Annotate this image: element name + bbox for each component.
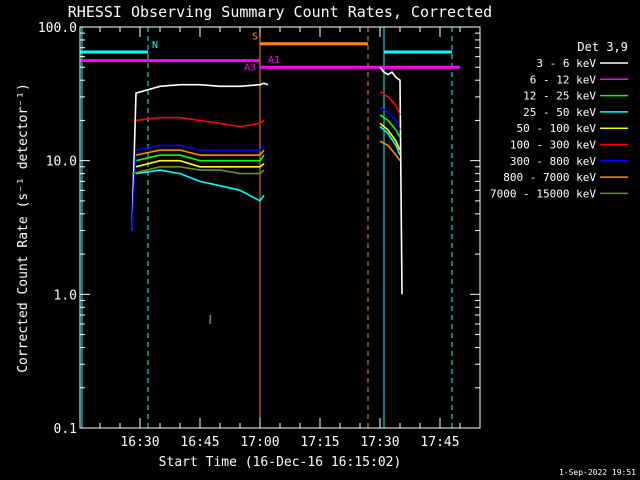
series-4-segment-0 <box>135 159 265 168</box>
state-label-s: S <box>252 32 258 43</box>
series-2-segment-0 <box>135 154 265 162</box>
y-tick-label: 10.0 <box>46 155 77 170</box>
series-7-segment-1 <box>379 140 401 162</box>
x-tick-label: 17:30 <box>360 435 399 450</box>
series-3-segment-0 <box>135 169 265 202</box>
y-tick-label: 1.0 <box>54 288 77 303</box>
axes: 0.1 1.0 10.0 100.0 16:30 16:45 17:00 17:15 17:30… <box>38 21 480 450</box>
legend-label: 7000 - 15000 keV <box>490 187 596 200</box>
legend-label: 6 - 12 keV <box>530 73 597 86</box>
series-2-segment-1 <box>379 114 401 138</box>
series-0-segment-1 <box>379 66 403 295</box>
state-label-a1: A1 <box>268 55 280 66</box>
x-tick-label: 16:30 <box>120 435 159 450</box>
state-label-a3: A3 <box>244 63 256 74</box>
legend-label: 100 - 300 keV <box>510 139 596 152</box>
y-axis-label: Corrected Count Rate (s⁻¹ detector⁻¹) <box>16 83 31 373</box>
series-0-segment-0 <box>131 82 269 231</box>
legend-label: 12 - 25 keV <box>523 90 596 103</box>
y-tick-label: 0.1 <box>54 422 77 437</box>
y-tick-label: 100.0 <box>38 21 77 36</box>
legend-label: 50 - 100 keV <box>517 122 597 135</box>
series-7-segment-0 <box>135 149 265 156</box>
legend-label: 3 - 6 keV <box>536 57 596 70</box>
legend-label: 25 - 50 keV <box>523 106 596 119</box>
series-3-segment-1 <box>379 125 401 156</box>
chart-title: RHESSI Observing Summary Count Rates, Co… <box>68 3 492 21</box>
series-4-segment-1 <box>379 122 401 151</box>
legend-title: Det 3,9 <box>577 40 628 54</box>
legend-label: 800 - 7000 keV <box>503 171 596 184</box>
x-tick-label: 17:00 <box>240 435 279 450</box>
plot-frame <box>79 26 481 429</box>
legend: 3 - 6 keV 6 - 12 keV 12 - 25 keV 25 - 50 ke… <box>490 57 628 200</box>
state-label-n: N <box>152 40 158 51</box>
footer-timestamp: 1-Sep-2022 19:51 <box>559 468 636 477</box>
series-5-segment-1 <box>379 90 401 116</box>
legend-label: 300 - 800 keV <box>510 155 596 168</box>
series-8-segment-0 <box>131 166 265 175</box>
series-5-segment-0 <box>135 116 265 128</box>
series-6-segment-1 <box>379 106 401 131</box>
x-axis-label: Start Time (16-Dec-16 16:15:02) <box>159 455 402 470</box>
series-6-segment-0 <box>131 144 265 231</box>
x-tick-label: 17:45 <box>420 435 459 450</box>
plot-marks: N S A1 A3 <box>80 27 460 428</box>
x-tick-label: 17:15 <box>300 435 339 450</box>
x-tick-label: 16:45 <box>180 435 219 450</box>
